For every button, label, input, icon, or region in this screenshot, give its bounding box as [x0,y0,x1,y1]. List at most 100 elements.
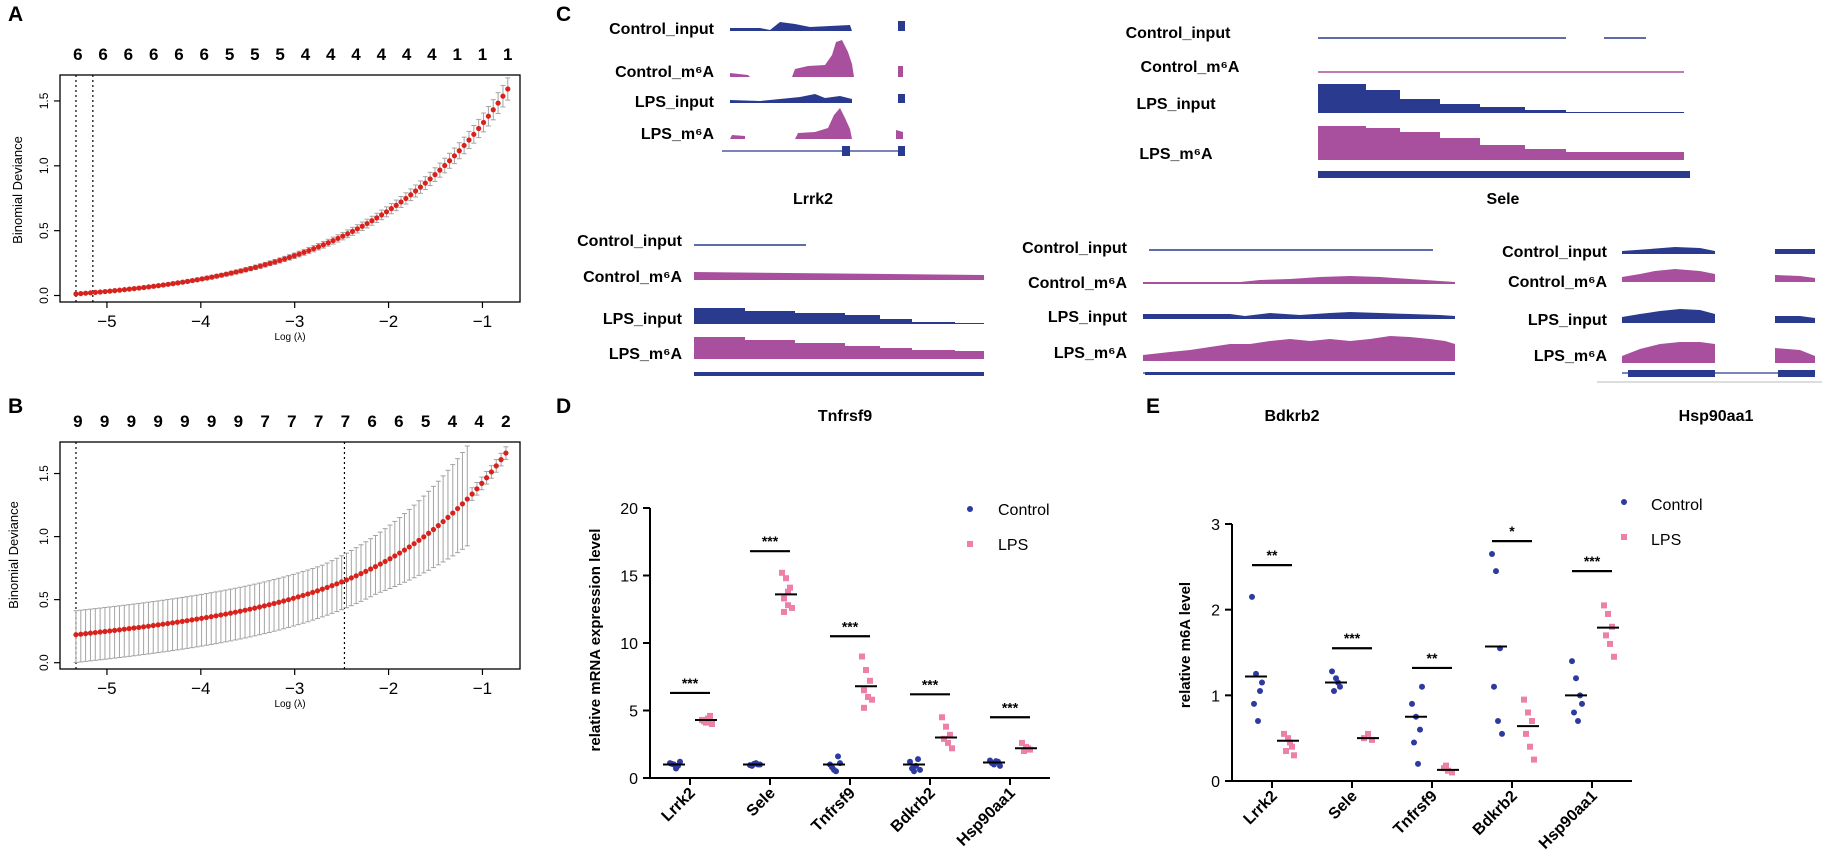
cv-point [136,624,142,631]
significance-label: *** [1584,553,1601,569]
cv-point [97,289,103,295]
nonzero-count: 2 [501,412,510,431]
track-label: LPS_m⁶A [1054,345,1128,362]
y-tick-label: 5 [629,704,638,721]
cv-point [252,264,259,270]
lps-point [947,731,953,738]
x-tick-label: −1 [473,679,492,698]
cv-point [112,627,118,633]
cv-point [363,568,369,574]
cv-point [485,113,491,119]
panel-label-a: A [8,3,23,26]
nonzero-count: 4 [402,45,412,64]
y-tick-label: 0.0 [37,287,51,304]
track-label: Control_input [1022,240,1128,257]
cv-point [446,158,453,164]
significance-label: *** [762,533,779,549]
y-tick-label: 1.5 [37,465,51,482]
nonzero-count: 7 [314,412,323,431]
cv-point [165,281,171,287]
nonzero-count: 6 [200,45,209,64]
coverage-control-m6a [1143,276,1455,284]
cv-point [500,93,506,99]
y-tick-label: 1.0 [37,157,51,174]
cv-point [126,626,132,632]
cv-point [421,534,427,540]
cv-point [150,283,157,289]
control-point [1495,718,1501,725]
significance-label: *** [1002,699,1019,715]
nonzero-count: 6 [367,412,376,431]
panel-label-b: B [8,395,23,418]
cv-point [469,491,475,497]
nonzero-count: 6 [149,45,158,64]
gene-model-lrrk2 [722,146,905,156]
lps-point [1529,718,1535,725]
cv-point [73,632,79,638]
x-tick-label: −5 [97,312,116,331]
coverage-lps-m6a [730,108,903,139]
cv-point [392,553,398,559]
cv-point [247,606,253,612]
cv-point [184,278,191,284]
cv-point [146,284,152,290]
x-tick-label: −2 [379,312,398,331]
coverage-lps-m6a [694,337,984,359]
cv-point [401,547,408,553]
track-label: LPS_input [1528,312,1608,329]
cv-point [214,273,220,279]
cv-point [286,254,293,260]
cv-point [413,188,419,194]
plot-a-xlabel: Log (λ) [274,332,305,343]
cv-point [179,618,185,625]
cv-point [345,231,351,237]
control-point [1409,700,1415,707]
lps-point [785,602,791,609]
gene-name: Sele [1487,191,1520,208]
legend-control-label: Control [998,502,1050,519]
cv-point [305,591,311,597]
cv-point [455,505,461,512]
control-point [1255,718,1261,725]
cv-point [383,209,390,215]
cv-point [121,287,128,293]
plot-b-xlabel: Log (λ) [274,699,305,710]
track-label: Control_input [1126,25,1232,42]
cv-point [160,621,166,627]
cv-point [369,218,375,224]
cv-point [490,107,496,113]
lps-point [1525,709,1531,716]
cv-point [117,287,123,293]
cv-point [488,469,495,475]
cv-point [334,581,340,587]
y-tick-label: 20 [620,501,638,518]
control-point [1331,688,1337,695]
lps-point [1443,762,1449,769]
nonzero-count: 6 [394,412,403,431]
lps-point [1527,743,1533,750]
lps-point [1365,730,1371,737]
panel-label-e: E [1146,395,1160,418]
lps-point [1601,602,1607,609]
cv-point [121,626,127,632]
cv-point [285,597,292,603]
cv-point [387,556,393,562]
significance-label: ** [1427,650,1438,666]
coverage-lps-input [1143,312,1455,319]
nonzero-count: 6 [73,45,82,64]
cv-point [189,277,196,284]
cv-point [335,235,341,242]
x-tick-label: Sele [1326,788,1361,823]
nonzero-count: 7 [341,412,350,431]
cv-point [213,613,219,619]
cv-point [382,558,388,565]
coverage-control-m6a [1622,269,1815,282]
control-point [917,766,923,773]
lps-point [1281,730,1287,737]
cv-point [102,288,108,295]
cv-point [272,259,278,265]
gene-name: Hsp90aa1 [1679,408,1754,425]
cv-point [170,281,176,287]
